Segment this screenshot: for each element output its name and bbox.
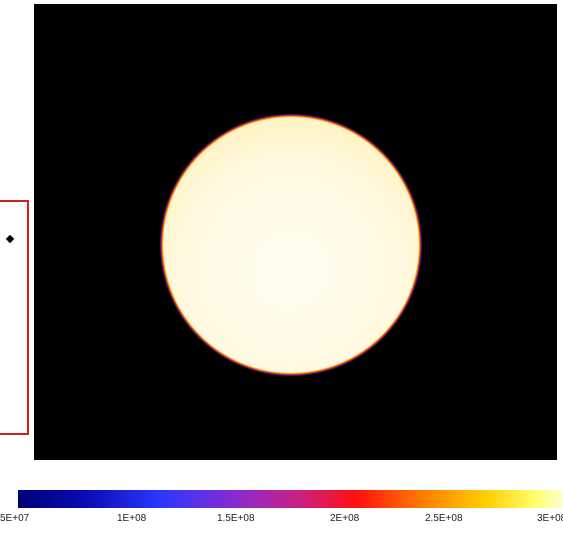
colorbar-tick-label: 5E+07 [0,513,30,524]
colorbar-tick-label: 1.5E+08 [217,513,255,524]
colorbar [18,490,563,508]
image-canvas[interactable] [34,4,557,460]
colorbar-tick-label: 2E+08 [330,513,360,524]
selection-rectangle[interactable] [0,200,29,435]
colorbar-tick-label: 3E+08 [537,513,563,524]
solar-disk-image [163,117,419,373]
colorbar-tick-label: 1E+08 [117,513,147,524]
colorbar-tick-label: 2.5E+08 [425,513,463,524]
colorbar-tick-labels: 5E+07 1E+08 1.5E+08 2E+08 2.5E+08 3E+08 [0,513,563,529]
